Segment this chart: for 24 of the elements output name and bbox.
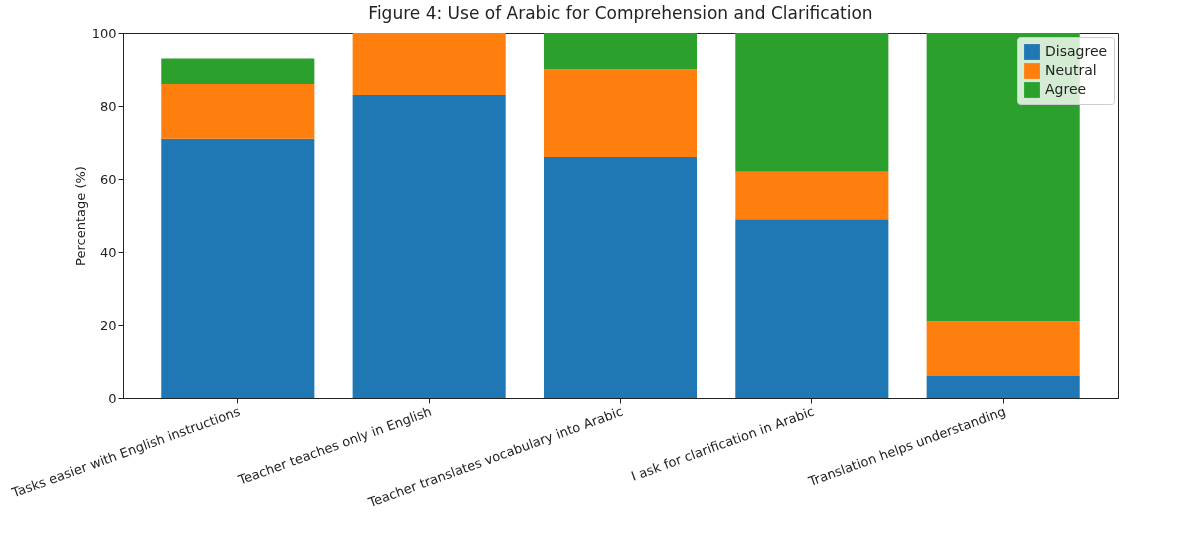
bar (161, 138, 315, 398)
bar (543, 157, 698, 398)
bar (352, 33, 506, 96)
bar (543, 69, 698, 158)
bar (926, 321, 1080, 377)
bar (735, 219, 889, 398)
bar (543, 33, 698, 70)
bar (926, 376, 1080, 398)
bar (161, 58, 315, 85)
y-tick-label: 0 (108, 390, 117, 406)
legend-label: Agree (1045, 81, 1087, 97)
y-tick-label: 100 (91, 25, 117, 41)
chart-title: Figure 4: Use of Arabic for Comprehension and Clarification (368, 3, 873, 23)
y-tick-label: 40 (99, 244, 117, 260)
bar (735, 171, 889, 220)
y-tick-label: 60 (99, 171, 117, 187)
legend-label: Disagree (1045, 43, 1108, 59)
y-tick-label: 80 (99, 98, 117, 114)
bar (352, 95, 506, 398)
bar (161, 84, 315, 139)
y-tick-label: 20 (99, 317, 117, 333)
y-axis-title: Percentage (%) (72, 166, 88, 266)
legend-label: Neutral (1045, 62, 1097, 78)
bar (735, 33, 889, 172)
